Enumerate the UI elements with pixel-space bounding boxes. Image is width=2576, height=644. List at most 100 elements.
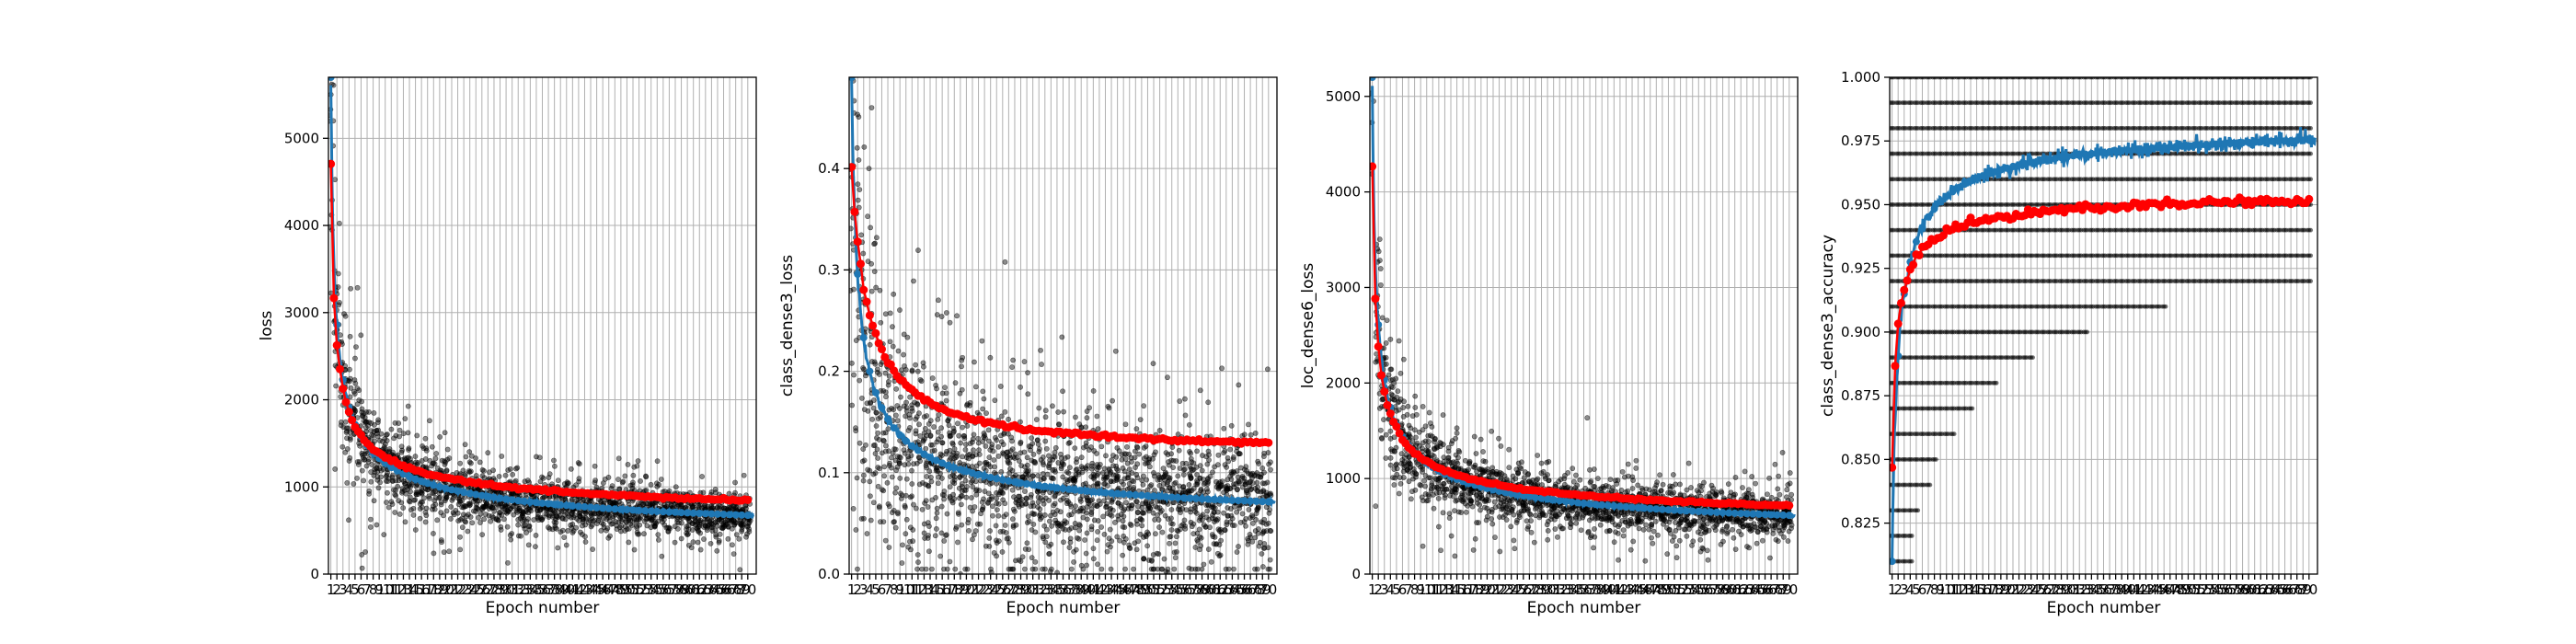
- batch-point: [1119, 456, 1125, 463]
- batch-point: [865, 213, 870, 220]
- batch-point: [519, 511, 525, 517]
- train-point: [871, 388, 880, 397]
- batch-point: [344, 446, 351, 452]
- batch-point: [896, 454, 903, 460]
- batch-point: [1188, 509, 1194, 515]
- batch-point: [461, 502, 467, 509]
- batch-point: [865, 259, 871, 265]
- batch-point: [391, 435, 397, 442]
- batch-point: [892, 489, 899, 496]
- batch-point: [666, 488, 673, 494]
- batch-point: [1167, 540, 1172, 546]
- batch-point: [1097, 461, 1103, 467]
- batch-point: [1139, 504, 1145, 511]
- batch-point: [1066, 512, 1072, 518]
- batch-point: [933, 526, 939, 532]
- batch-point: [1029, 510, 1035, 516]
- batch-point: [985, 490, 992, 497]
- batch-point: [374, 474, 381, 480]
- batch-point: [1100, 513, 1106, 520]
- batch-point: [636, 531, 642, 537]
- batch-point: [1103, 453, 1109, 459]
- batch-point: [1095, 529, 1100, 535]
- batch-point: [885, 500, 891, 507]
- batch-point: [962, 446, 969, 453]
- batch-point: [1234, 549, 1240, 555]
- batch-point: [344, 479, 351, 486]
- batch-point: [562, 516, 569, 523]
- batch-point: [1106, 405, 1112, 411]
- batch-point: [1242, 466, 1248, 473]
- batch-point: [1051, 476, 1056, 482]
- batch-point: [916, 421, 922, 428]
- batch-point: [352, 355, 358, 362]
- batch-point: [878, 319, 884, 326]
- batch-point: [1190, 460, 1197, 466]
- batch-point: [431, 531, 436, 536]
- batch-point: [1236, 544, 1241, 549]
- batch-point: [924, 474, 930, 479]
- batch-point: [348, 385, 354, 391]
- batch-point: [1156, 517, 1162, 523]
- batch-point: [555, 477, 561, 484]
- batch-point: [1036, 405, 1042, 411]
- batch-point: [413, 489, 420, 496]
- batch-point: [402, 416, 408, 422]
- batch-point: [871, 442, 878, 448]
- batch-point: [1040, 454, 1046, 460]
- batch-point: [867, 341, 873, 348]
- batch-point: [895, 348, 902, 354]
- batch-point: [1043, 534, 1050, 540]
- batch-point: [1261, 541, 1268, 546]
- batch-point: [690, 504, 696, 510]
- subplot-2: 0.00.10.20.30.41234567891011121314151617…: [778, 76, 1278, 617]
- batch-point: [1009, 467, 1016, 474]
- batch-point: [993, 537, 999, 544]
- batch-point: [972, 528, 979, 534]
- batch-point: [1017, 493, 1023, 500]
- batch-point: [359, 398, 365, 405]
- batch-point: [1035, 499, 1041, 505]
- batch-point: [1065, 440, 1072, 446]
- batch-point: [1218, 537, 1224, 544]
- train-point: [896, 431, 904, 439]
- batch-point: [873, 235, 880, 241]
- batch-point: [1383, 431, 1389, 438]
- batch-point: [744, 531, 750, 537]
- batch-point: [1254, 479, 1260, 486]
- batch-point: [389, 474, 396, 480]
- batch-point: [678, 535, 684, 542]
- batch-point: [417, 506, 423, 512]
- batch-point: [1228, 469, 1235, 475]
- batch-point: [967, 504, 973, 511]
- x-axis-label: Epoch number: [486, 599, 600, 617]
- batch-point: [477, 498, 482, 504]
- batch-point: [1030, 522, 1037, 527]
- batch-point: [1133, 499, 1139, 504]
- batch-point: [437, 434, 443, 440]
- batch-point: [546, 471, 553, 477]
- batch-point: [353, 344, 359, 350]
- batch-point: [903, 405, 910, 410]
- batch-point: [631, 546, 638, 553]
- batch-point: [881, 473, 888, 479]
- batch-point: [446, 455, 453, 461]
- batch-point: [1267, 527, 1273, 534]
- batch-point: [429, 443, 435, 450]
- batch-point: [903, 516, 910, 523]
- batch-point: [954, 313, 960, 319]
- batch-point: [893, 485, 900, 491]
- batch-point: [375, 420, 381, 425]
- batch-point: [932, 533, 938, 539]
- batch-point: [1144, 477, 1150, 483]
- batch-point: [949, 440, 956, 446]
- batch-point: [1139, 523, 1145, 529]
- batch-point: [980, 504, 986, 511]
- batch-point: [1134, 475, 1141, 481]
- batch-point: [891, 519, 897, 525]
- batch-point: [971, 431, 977, 438]
- batch-point: [573, 482, 579, 489]
- batch-point: [1024, 454, 1030, 461]
- batch-point: [855, 111, 860, 118]
- batch-point: [997, 384, 1004, 389]
